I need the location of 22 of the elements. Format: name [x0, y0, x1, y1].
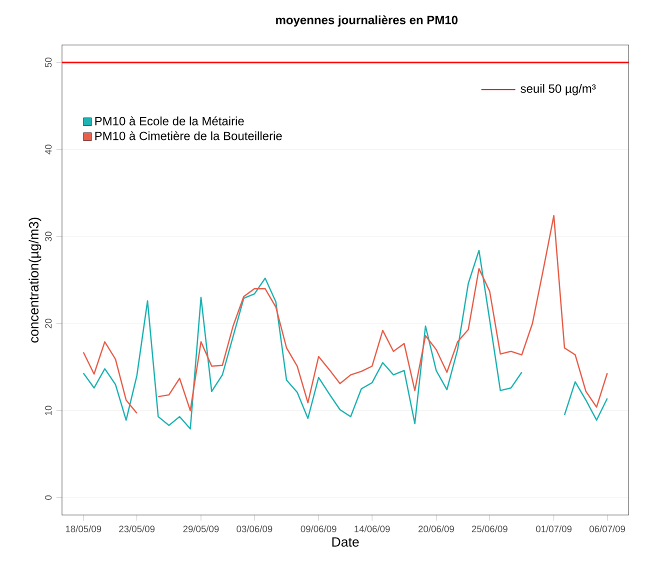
legend-label: PM10 à Ecole de la Métairie [95, 116, 244, 126]
x-tick-label: 09/06/09 [300, 525, 336, 532]
x-tick-label: 06/07/09 [589, 525, 626, 532]
y-axis-title: concentration(µg/m3) [28, 218, 42, 343]
legend-label: seuil 50 µg/m³ [520, 84, 596, 96]
y-tick-label: 30 [45, 232, 52, 242]
y-tick-label: 0 [45, 495, 52, 500]
x-tick-label: 20/06/09 [418, 525, 454, 532]
x-tick-label: 03/06/09 [236, 525, 272, 532]
x-tick-label: 29/05/09 [183, 525, 219, 532]
legend-label: PM10 à Cimetière de la Bouteillerie [95, 131, 282, 140]
y-tick-label: 50 [45, 58, 52, 68]
x-tick-label: 18/05/09 [66, 525, 102, 532]
y-tick-label: 40 [45, 144, 52, 154]
x-tick-label: 23/05/09 [119, 525, 155, 532]
y-tick-label: 20 [45, 318, 52, 328]
x-tick-label: 14/06/09 [354, 525, 390, 532]
x-tick-label: 01/07/09 [536, 525, 572, 532]
x-axis-title: Date [332, 537, 359, 547]
x-tick-label: 25/06/09 [472, 525, 508, 532]
y-tick-label: 10 [45, 406, 52, 416]
chart-title: moyennes journalières en PM10 [276, 15, 458, 27]
